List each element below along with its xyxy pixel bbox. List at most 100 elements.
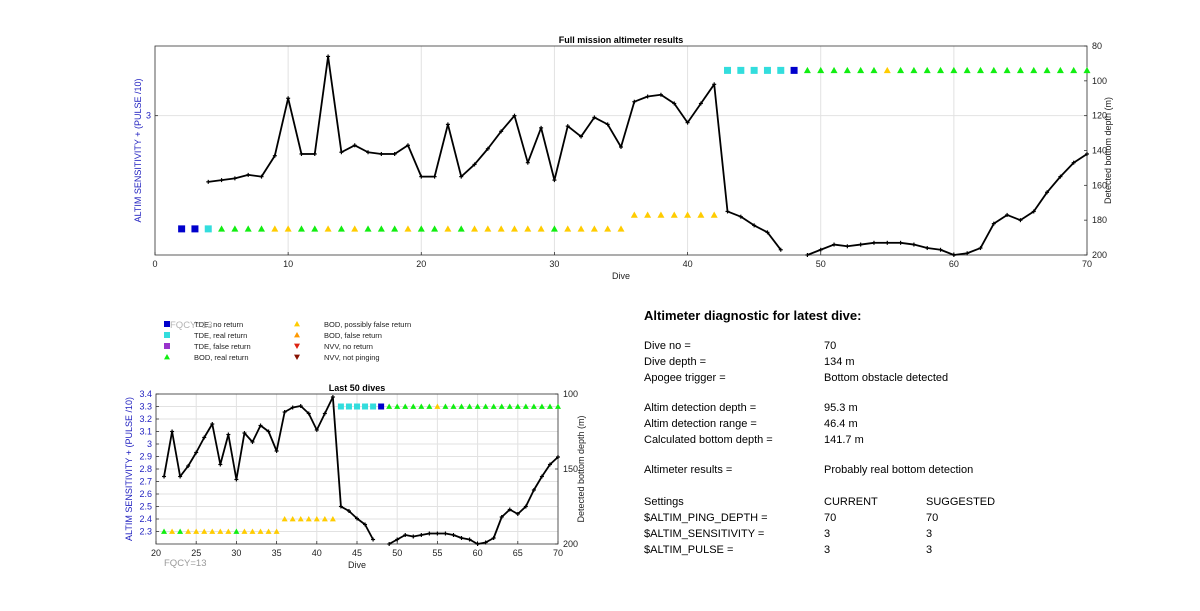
- left-tick-label: 3.2: [139, 414, 152, 424]
- tde_real_return-marker: [777, 66, 785, 74]
- depth-line-segment: [833, 243, 848, 248]
- depth-line-segment: [227, 434, 238, 480]
- bod_real_return-marker: [490, 403, 497, 409]
- bod_possibly_false_return-marker: [241, 528, 248, 534]
- left-tick-label: 3: [147, 439, 152, 449]
- bod_possibly_false_return-marker: [225, 528, 232, 534]
- bod_possibly_false_return-marker: [434, 403, 441, 409]
- depth-line-segment: [766, 231, 782, 251]
- depth-line-segment: [396, 534, 406, 541]
- depth-line-segment: [284, 406, 294, 413]
- bod_real_return-marker: [546, 403, 553, 409]
- depth-line-segment: [606, 123, 622, 148]
- diag-value: 141.7 m: [824, 434, 864, 446]
- tde_real_return-marker: [362, 403, 369, 410]
- x-tick-label: 40: [312, 548, 322, 558]
- legend-label: TDE, false return: [194, 342, 251, 351]
- bod_real_return-marker: [450, 403, 457, 409]
- bod_possibly_false_return-marker: [193, 528, 200, 534]
- bod_possibly_false_return-marker: [271, 225, 279, 232]
- legend-marker-tde_false_return: [164, 343, 170, 349]
- chart-title: Full mission altimeter results: [559, 35, 684, 45]
- diag-label: Altim detection range =: [644, 418, 757, 430]
- x-tick-label: 10: [283, 259, 293, 269]
- depth-line-segment: [509, 508, 519, 515]
- depth-line-segment: [340, 144, 356, 154]
- depth-line-segment: [513, 115, 529, 163]
- bod_possibly_false_return-marker: [564, 225, 572, 232]
- tde_real_return-marker: [750, 66, 758, 74]
- diag-value: Bottom obstacle detected: [824, 372, 949, 384]
- depth-line-segment: [540, 127, 556, 181]
- tde_no_return-marker: [191, 225, 199, 233]
- depth-line-segment: [727, 210, 742, 218]
- legend-label: NVV, not pinging: [324, 353, 380, 362]
- depth-line-segment: [500, 115, 516, 132]
- x-tick-label: 50: [392, 548, 402, 558]
- bod_real_return-marker: [474, 403, 481, 409]
- settings-current-header: CURRENT: [824, 496, 878, 508]
- depth-line-segment: [567, 125, 582, 138]
- bod_possibly_false_return-marker: [710, 211, 718, 218]
- legend-label: BOD, false return: [324, 331, 382, 340]
- diag-value: 95.3 m: [824, 402, 858, 414]
- depth-line-segment: [348, 510, 358, 520]
- depth-line-segment: [979, 223, 995, 249]
- x-tick-label: 30: [549, 259, 559, 269]
- bod_real_return-marker: [538, 403, 545, 409]
- depth-line-segment: [251, 425, 262, 443]
- legend-marker-nvv_not_pinging: [294, 354, 300, 360]
- diag-label: Dive no =: [644, 340, 691, 352]
- left-tick-label: 3: [146, 111, 151, 121]
- bod_real_return-marker: [990, 66, 998, 74]
- left-axis-label: ALTIM SENSITIVITY + (PULSE /10): [124, 397, 134, 541]
- bod_real_return-marker: [386, 403, 393, 409]
- tde_real_return-marker: [763, 66, 771, 74]
- left-axis-ticks: 2.3 2.4 2.5 2.6 2.7 2.8 2.9 3 3.1 3.2 3.3 3.4: [139, 389, 159, 537]
- bod_real_return-marker: [803, 66, 811, 74]
- depth-line-segment: [300, 405, 310, 415]
- bod_real_return-marker: [458, 403, 465, 409]
- depth-line-segment: [487, 130, 502, 150]
- x-tick-label: 65: [513, 548, 523, 558]
- x-tick-label: 60: [949, 259, 959, 269]
- bod_possibly_false_return-marker: [604, 225, 612, 232]
- bod_real_return-marker: [550, 225, 558, 232]
- bod_real_return-marker: [870, 66, 878, 74]
- depth-line-segment: [260, 155, 276, 178]
- tde_real_return-marker: [370, 403, 377, 410]
- x-tick-label: 50: [816, 259, 826, 269]
- bod_real_return-marker: [1056, 66, 1064, 74]
- depth-line-segment: [673, 102, 689, 124]
- grid: [154, 46, 1088, 255]
- left-tick-label: 2.4: [139, 514, 152, 524]
- bod_possibly_false_return-marker: [265, 528, 272, 534]
- depth-line-segment: [267, 431, 278, 452]
- left-tick-label: 3.3: [139, 402, 152, 412]
- depth-line-segment: [460, 163, 476, 178]
- bod_real_return-marker: [394, 403, 401, 409]
- depth-line-segment: [171, 431, 182, 477]
- bod_real_return-marker: [364, 225, 372, 232]
- right-tick-label: 100: [563, 389, 578, 399]
- depth-line-segment: [234, 174, 249, 180]
- right-tick-label: 140: [1092, 146, 1107, 156]
- bod_real_return-marker: [418, 403, 425, 409]
- legend-label: BOD, possibly false return: [324, 320, 411, 329]
- legend-label: TDE, no return: [194, 320, 243, 329]
- bod_possibly_false_return-marker: [273, 528, 280, 534]
- depth-line-segment: [235, 432, 246, 480]
- legend-marker-nvv_no_return: [294, 343, 300, 349]
- depth-line-segment: [1046, 176, 1062, 193]
- depth-line-segment: [620, 101, 636, 148]
- depth-line-segment: [195, 437, 206, 453]
- bod_real_return-marker: [426, 403, 433, 409]
- depth-line-segment: [633, 95, 648, 103]
- bod_possibly_false_return-marker: [297, 516, 304, 522]
- x-tick-label: 20: [416, 259, 426, 269]
- legend-label: BOD, real return: [194, 353, 249, 362]
- bod_real_return-marker: [1043, 66, 1051, 74]
- bod_real_return-marker: [337, 225, 345, 232]
- x-axis-ticks: 0 10 20 30 40 50 60 70: [152, 252, 1092, 269]
- depth-line-segment: [860, 241, 875, 246]
